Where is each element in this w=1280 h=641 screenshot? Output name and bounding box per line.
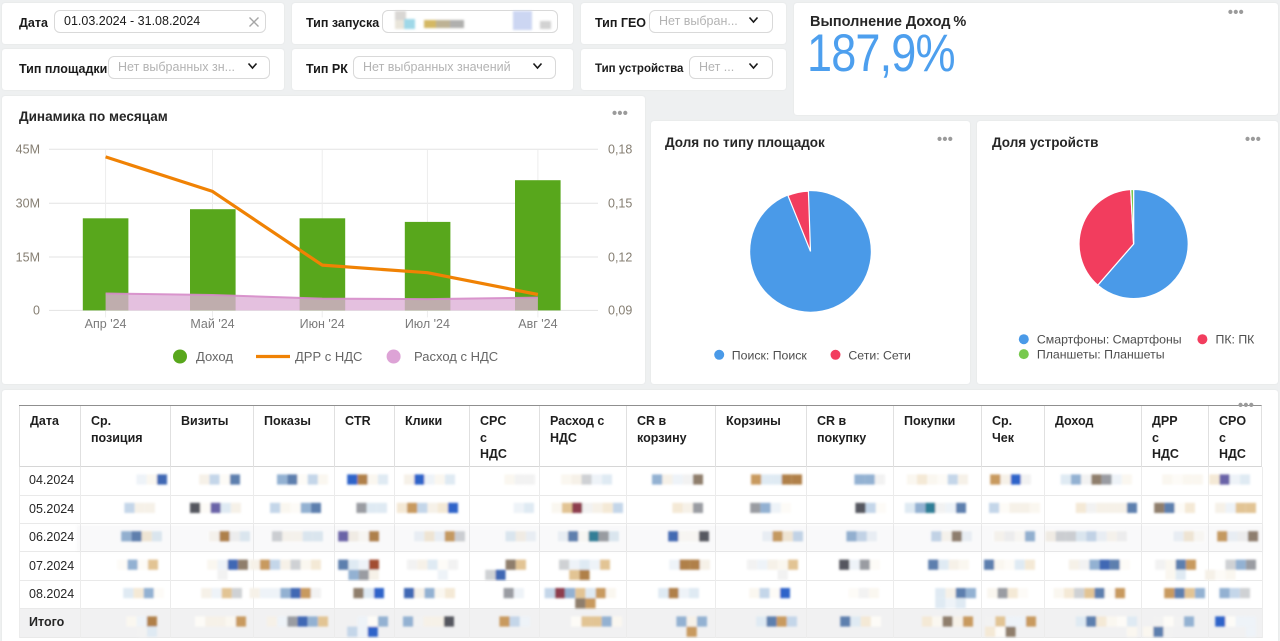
svg-text:45M: 45M bbox=[16, 143, 40, 157]
svg-text:Июл '24: Июл '24 bbox=[405, 317, 450, 331]
svg-text:30M: 30M bbox=[16, 197, 40, 211]
svg-text:0: 0 bbox=[33, 304, 40, 318]
svg-text:ДРР с НДС: ДРР с НДС bbox=[295, 349, 362, 364]
svg-text:Расход с НДС: Расход с НДС bbox=[414, 349, 498, 364]
svg-text:0,15: 0,15 bbox=[608, 197, 632, 211]
svg-text:Смартфоны: Смартфоны: Смартфоны: Смартфоны bbox=[1037, 333, 1182, 347]
svg-text:Планшеты: Планшеты: Планшеты: Планшеты bbox=[1037, 348, 1165, 362]
svg-text:Авг '24: Авг '24 bbox=[518, 317, 557, 331]
svg-text:Доход: Доход bbox=[196, 349, 233, 364]
svg-text:0,18: 0,18 bbox=[608, 143, 632, 157]
svg-text:Июн '24: Июн '24 bbox=[300, 317, 345, 331]
svg-text:Поиск: Поиск: Поиск: Поиск bbox=[732, 348, 808, 362]
svg-text:Сети: Сети: Сети: Сети bbox=[848, 348, 911, 362]
svg-text:Апр '24: Апр '24 bbox=[85, 317, 127, 331]
svg-text:ПК: ПК: ПК: ПК bbox=[1216, 333, 1256, 347]
svg-text:0,12: 0,12 bbox=[608, 250, 632, 264]
svg-text:0,09: 0,09 bbox=[608, 304, 632, 318]
svg-text:15M: 15M bbox=[16, 250, 40, 264]
svg-text:Май '24: Май '24 bbox=[190, 317, 234, 331]
